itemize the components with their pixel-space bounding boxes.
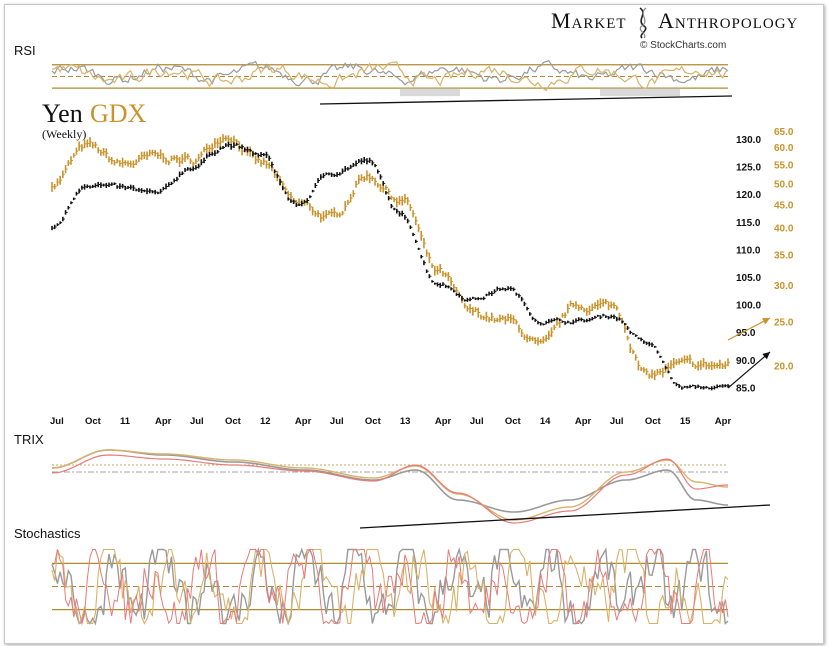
x-tick-label: Jul	[470, 416, 484, 427]
rsi-panel	[51, 59, 729, 97]
x-tick-label: 13	[400, 416, 411, 427]
yen-series	[51, 141, 730, 391]
rsi-gdx-line	[51, 61, 729, 92]
x-tick-label: Jul	[330, 416, 344, 427]
x-tick-label: Oct	[645, 416, 662, 427]
gdx-axis: 65.0 60.0 55.0 50.0 45.0 40.0 35.0 30.0 25.0 20.0	[774, 127, 794, 373]
x-tick-label: Apr	[295, 416, 312, 427]
gdx-tick-label: 25.0	[774, 317, 794, 328]
yen-axis: 130.0 125.0 120.0 115.0 110.0 105.0 100.0 95.0 9…	[736, 135, 761, 394]
title-gdx: GDX	[90, 99, 147, 128]
yen-tick-label: 105.0	[736, 273, 761, 284]
rsi-label: RSI	[14, 43, 36, 58]
stochastics-label: Stochastics	[14, 526, 81, 541]
x-tick-label: Oct	[85, 416, 102, 427]
yen-tick-label: 110.0	[736, 245, 761, 256]
trix-panel	[51, 449, 729, 524]
gdx-series	[51, 134, 730, 381]
x-tick-label: 15	[680, 416, 691, 427]
stoch-yen-line	[51, 546, 729, 626]
x-axis: Jul Oct 11 Apr Jul Oct 12 Apr Jul Oct 13 Apr Jul Oct 1…	[50, 416, 731, 427]
x-tick-label: Oct	[505, 416, 522, 427]
x-tick-label: 12	[260, 416, 271, 427]
trix-label: TRIX	[14, 432, 44, 447]
x-tick-label: Jul	[190, 416, 204, 427]
trix-trendline	[359, 504, 771, 529]
trix-yen-line	[51, 449, 729, 513]
x-tick-label: Oct	[225, 416, 242, 427]
stoch-gdx-line	[51, 548, 729, 626]
gdx-tick-label: 45.0	[774, 200, 794, 211]
trix-gdx-line	[51, 449, 729, 521]
rsi-oversold-shade	[400, 88, 460, 97]
title-yen: Yen	[42, 99, 83, 128]
trix-signal-line	[51, 454, 729, 524]
gdx-tick-label: 40.0	[774, 224, 794, 235]
price-panel	[51, 134, 730, 391]
gdx-tick-label: 65.0	[774, 127, 794, 138]
x-tick-label: 14	[540, 416, 551, 427]
gdx-tick-label: 30.0	[774, 281, 794, 292]
yen-tick-label: 115.0	[736, 218, 761, 229]
rsi-trendline	[319, 95, 733, 105]
x-tick-label: Jul	[50, 416, 64, 427]
yen-tick-label: 85.0	[736, 383, 756, 394]
trend-annotations	[319, 95, 771, 529]
dna-helix-icon	[639, 7, 647, 39]
x-tick-label: Oct	[365, 416, 382, 427]
stochastics-panel	[51, 546, 729, 626]
gdx-tick-label: 20.0	[774, 362, 794, 373]
gdx-projection-arrow	[727, 317, 771, 341]
subtitle-weekly: (Weekly)	[42, 127, 86, 141]
yen-tick-label: 120.0	[736, 190, 761, 201]
gdx-tick-label: 60.0	[774, 143, 794, 154]
x-tick-label: Apr	[715, 416, 732, 427]
gdx-tick-label: 50.0	[774, 179, 794, 190]
x-tick-label: Apr	[435, 416, 452, 427]
x-tick-label: 11	[120, 416, 131, 427]
yen-tick-label: 130.0	[736, 135, 761, 146]
x-tick-label: Apr	[575, 416, 592, 427]
stoch-signal-line	[51, 548, 729, 626]
yen-tick-label: 125.0	[736, 163, 761, 174]
chart-frame	[4, 4, 824, 644]
yen-tick-label: 90.0	[736, 356, 756, 367]
yen-tick-label: 100.0	[736, 301, 761, 312]
rsi-oversold-shade	[600, 88, 680, 97]
gdx-tick-label: 35.0	[774, 250, 794, 261]
gdx-tick-label: 55.0	[774, 160, 794, 171]
yen-projection-arrow	[727, 351, 771, 389]
source-credit: © StockCharts.com	[640, 40, 726, 51]
x-tick-label: Apr	[155, 416, 172, 427]
x-tick-label: Jul	[610, 416, 624, 427]
brand-market: Market	[551, 8, 627, 33]
yen-tick-label: 95.0	[736, 328, 756, 339]
brand-anthropology: Anthropology	[658, 8, 798, 33]
